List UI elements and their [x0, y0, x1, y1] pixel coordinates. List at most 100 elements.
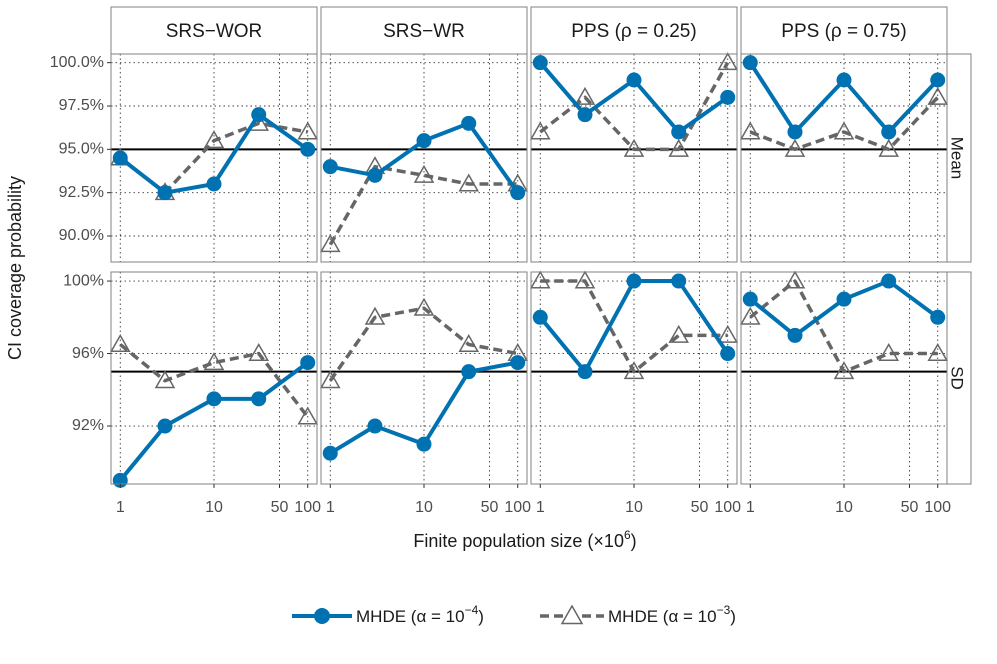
point-circle: [157, 185, 173, 201]
point-circle: [251, 391, 267, 407]
point-triangle: [413, 164, 435, 183]
point-triangle: [717, 52, 739, 71]
point-triangle: [203, 352, 225, 371]
point-circle: [510, 355, 526, 371]
point-circle: [510, 185, 526, 201]
point-triangle: [529, 270, 551, 289]
x-tick-label: 1: [116, 499, 125, 516]
point-triangle: [623, 361, 645, 380]
point-triangle: [297, 121, 319, 140]
point-circle: [930, 72, 946, 88]
point-circle: [881, 124, 897, 140]
point-circle: [251, 107, 267, 123]
point-circle: [720, 346, 736, 362]
point-triangle: [529, 121, 551, 140]
facet-header-box: [740, 6, 948, 55]
point-circle: [300, 141, 316, 157]
legend-label: MHDE (α = 10−4): [356, 603, 484, 626]
point-triangle: [927, 86, 949, 105]
point-triangle: [154, 370, 176, 389]
series-line-alpha-1e-3: [540, 279, 728, 374]
point-triangle: [739, 306, 761, 325]
point-triangle: [927, 343, 949, 362]
x-tick-label: 10: [205, 499, 223, 516]
point-circle: [836, 291, 852, 307]
facet-header-box: [320, 6, 528, 55]
point-circle: [532, 55, 548, 71]
panel-border: [110, 53, 318, 263]
point-triangle: [833, 361, 855, 380]
point-circle: [532, 309, 548, 325]
x-tick-label: 50: [271, 499, 289, 516]
point-circle: [461, 364, 477, 380]
point-triangle: [574, 86, 596, 105]
point-circle: [671, 273, 687, 289]
point-triangle: [668, 138, 690, 157]
y-tick-label: 96%: [72, 345, 104, 362]
point-triangle: [458, 173, 480, 192]
x-tick-label: 50: [481, 499, 499, 516]
x-tick-label: 50: [901, 499, 919, 516]
point-circle: [322, 159, 338, 175]
point-circle: [626, 72, 642, 88]
series-line-alpha-1e-3: [749, 279, 938, 374]
point-circle: [720, 89, 736, 105]
point-triangle: [717, 324, 739, 343]
point-triangle: [574, 270, 596, 289]
legend-marker-triangle: [560, 604, 584, 625]
facet-header-label: SRS−WR: [383, 21, 465, 42]
series-line-alpha-1e-3: [328, 306, 519, 382]
x-tick-label: 100: [294, 499, 321, 516]
panel-border: [740, 53, 948, 263]
y-tick-label: 100.0%: [50, 54, 104, 71]
x-tick-label: 10: [415, 499, 433, 516]
point-circle: [671, 124, 687, 140]
point-circle: [930, 309, 946, 325]
point-circle: [300, 355, 316, 371]
x-axis-title: Finite population size (×106): [413, 528, 636, 551]
legend-marker-circle: [314, 608, 330, 624]
x-tick-label: 100: [714, 499, 741, 516]
point-circle: [157, 418, 173, 434]
y-tick-label: 92%: [72, 417, 104, 434]
x-tick-label: 100: [504, 499, 531, 516]
y-tick-label: 97.5%: [59, 97, 104, 114]
facet-row-label: SD: [948, 366, 967, 390]
x-tick-label: 10: [835, 499, 853, 516]
point-circle: [742, 55, 758, 71]
point-circle: [112, 150, 128, 166]
point-triangle: [319, 234, 341, 253]
point-circle: [787, 124, 803, 140]
point-circle: [881, 273, 897, 289]
point-circle: [416, 133, 432, 149]
point-circle: [367, 418, 383, 434]
point-circle: [742, 291, 758, 307]
x-tick-label: 10: [625, 499, 643, 516]
point-triangle: [248, 343, 270, 362]
facet-header-label: PPS (ρ = 0.75): [781, 21, 906, 42]
point-triangle: [413, 297, 435, 316]
point-circle: [322, 445, 338, 461]
point-circle: [836, 72, 852, 88]
series-line-alpha-1e-3: [328, 164, 518, 246]
legend-label: MHDE (α = 10−3): [608, 603, 736, 626]
point-triangle: [878, 343, 900, 362]
facet-header-box: [530, 6, 738, 55]
point-triangle: [833, 121, 855, 140]
facet-header-label: SRS−WOR: [166, 21, 263, 42]
series-line-alpha-1e-3: [539, 61, 730, 152]
point-triangle: [297, 406, 319, 425]
y-tick-label: 90.0%: [59, 227, 104, 244]
x-tick-label: 100: [924, 499, 951, 516]
point-circle: [577, 107, 593, 123]
x-tick-label: 50: [691, 499, 709, 516]
series-line-alpha-1e-3: [749, 96, 940, 152]
facet-header-box: [110, 6, 318, 55]
point-circle: [367, 167, 383, 183]
x-tick-label: 1: [746, 499, 755, 516]
point-circle: [626, 273, 642, 289]
panel-border: [530, 53, 738, 263]
point-triangle: [739, 121, 761, 140]
point-triangle: [668, 324, 690, 343]
